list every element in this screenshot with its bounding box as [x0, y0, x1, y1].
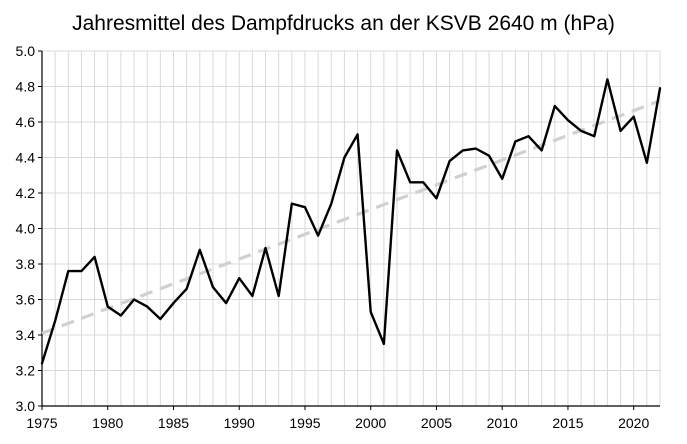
- axes: [38, 50, 660, 410]
- x-tick-label: 2005: [421, 415, 452, 431]
- x-tick-label: 2010: [487, 415, 518, 431]
- y-tick-label: 3.2: [16, 363, 36, 379]
- y-tick-label: 4.4: [16, 150, 36, 166]
- y-tick-label: 4.6: [16, 114, 36, 130]
- trend-line-layer: [41, 99, 661, 335]
- y-tick-label: 3.0: [16, 398, 36, 414]
- x-tick-label: 1985: [158, 415, 189, 431]
- y-tick-label: 4.0: [16, 221, 36, 237]
- x-tick-label: 1975: [26, 415, 57, 431]
- x-tick-label: 1980: [92, 415, 123, 431]
- vapor-pressure-series: [40, 78, 662, 365]
- x-tick-label: 2015: [552, 415, 583, 431]
- y-tick-label: 4.2: [16, 185, 36, 201]
- x-tick-label: 2000: [355, 415, 386, 431]
- x-tick-labels: 1975 1980 1985 1990 1995 2000 2005 2010 2015 2020: [26, 415, 649, 431]
- series-layer: [40, 78, 662, 365]
- x-tick-label: 2020: [618, 415, 649, 431]
- x-tick-label: 1990: [224, 415, 255, 431]
- y-tick-label: 3.4: [16, 327, 36, 343]
- y-tick-labels: 3.0 3.2 3.4 3.6 3.8 4.0 4.2 4.4 4.6 4.8 5.0: [16, 43, 36, 414]
- y-tick-label: 3.6: [16, 292, 36, 308]
- y-tick-label: 3.8: [16, 256, 36, 272]
- y-tick-label: 4.8: [16, 79, 36, 95]
- x-tick-label: 1995: [289, 415, 320, 431]
- chart-title: Jahresmittel des Dampfdrucks an der KSVB…: [72, 12, 615, 35]
- grid: [41, 50, 661, 407]
- y-tick-label: 5.0: [16, 43, 36, 59]
- trend-line: [41, 99, 661, 335]
